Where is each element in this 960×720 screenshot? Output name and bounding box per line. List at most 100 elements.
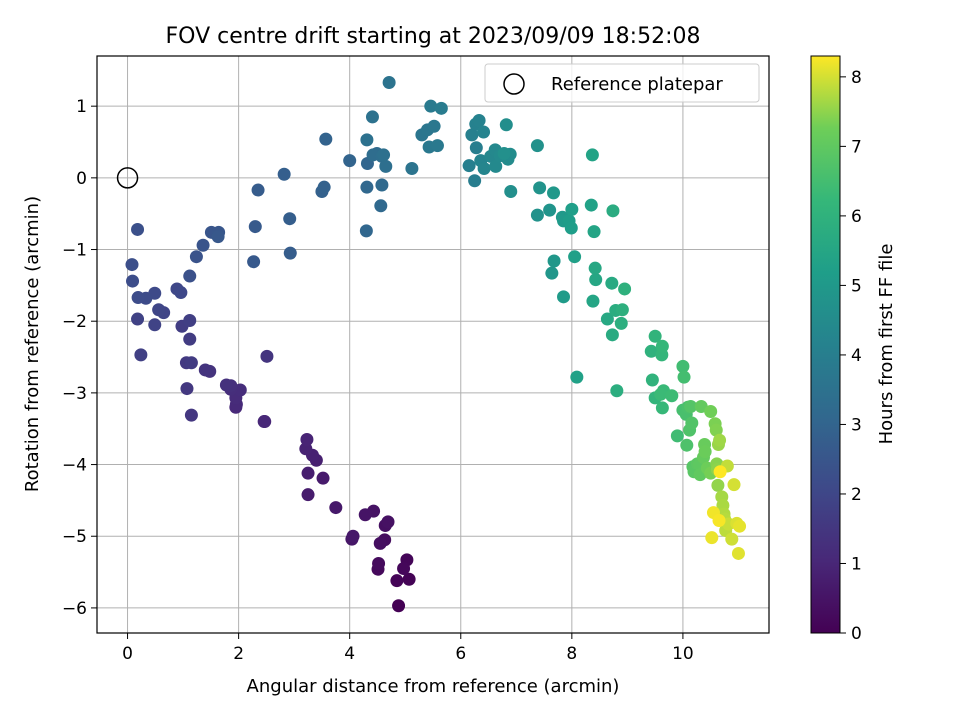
- data-point: [260, 349, 274, 363]
- data-point: [131, 312, 145, 326]
- data-point: [713, 465, 727, 479]
- colorbar-tick-label: 2: [851, 485, 862, 505]
- data-point: [360, 133, 374, 147]
- data-point: [648, 329, 662, 343]
- y-tick-label: −5: [62, 527, 87, 547]
- x-tick-label: 0: [122, 644, 133, 664]
- colorbar-tick-label: 8: [851, 68, 862, 88]
- data-point: [644, 344, 658, 358]
- data-point: [148, 318, 162, 332]
- data-point: [713, 433, 727, 447]
- data-point: [189, 250, 203, 264]
- data-point: [615, 303, 629, 317]
- y-axis-label: Rotation from reference (arcmin): [22, 196, 43, 492]
- legend: Reference platepar: [484, 63, 760, 103]
- x-tick-label: 8: [566, 644, 577, 664]
- data-point: [568, 250, 582, 264]
- data-point: [676, 359, 690, 373]
- y-tick-label: 1: [76, 97, 87, 117]
- data-point: [430, 139, 444, 153]
- data-point: [359, 224, 373, 238]
- x-ticks: 0 2 4 6 8 10: [122, 633, 694, 664]
- data-point: [533, 181, 547, 195]
- data-point: [346, 529, 360, 543]
- data-point: [587, 225, 601, 239]
- data-point: [374, 199, 388, 213]
- colorbar-label: Hours from first FF file: [876, 244, 897, 445]
- data-point: [424, 99, 438, 113]
- data-point: [712, 513, 726, 527]
- data-point: [586, 294, 600, 308]
- data-point: [618, 282, 632, 296]
- data-point: [360, 180, 374, 194]
- data-point: [585, 148, 599, 162]
- data-point: [183, 269, 197, 283]
- data-point: [134, 348, 148, 362]
- data-point: [600, 312, 614, 326]
- data-point: [545, 266, 559, 280]
- data-point: [316, 471, 330, 485]
- data-point: [152, 303, 166, 317]
- data-point: [125, 258, 139, 272]
- data-point: [606, 204, 620, 218]
- data-point: [645, 373, 659, 387]
- data-point: [731, 546, 745, 560]
- x-axis-label: Angular distance from reference (arcmin): [247, 676, 620, 697]
- y-tick-label: −4: [62, 456, 87, 476]
- data-point: [670, 429, 684, 443]
- data-point: [198, 363, 212, 377]
- data-point: [680, 438, 694, 452]
- data-point: [131, 222, 145, 236]
- data-point: [283, 246, 297, 260]
- data-point: [184, 408, 198, 422]
- data-point: [251, 183, 265, 197]
- x-tick-label: 4: [344, 644, 355, 664]
- data-point: [283, 212, 297, 226]
- data-point: [564, 221, 578, 235]
- data-point: [654, 387, 668, 401]
- data-point: [610, 384, 624, 398]
- data-point: [465, 128, 479, 142]
- data-point: [372, 556, 386, 570]
- data-point: [497, 146, 511, 160]
- x-tick-label: 2: [233, 644, 244, 664]
- data-point: [329, 501, 343, 515]
- data-point: [373, 536, 387, 550]
- data-point: [319, 132, 333, 146]
- data-point: [605, 276, 619, 290]
- data-point: [704, 405, 718, 419]
- data-point: [257, 415, 271, 429]
- data-point: [301, 488, 315, 502]
- data-point: [725, 532, 739, 546]
- data-point: [469, 141, 483, 155]
- data-point: [685, 416, 699, 430]
- data-point: [588, 261, 602, 275]
- data-point: [379, 159, 393, 173]
- data-point: [180, 382, 194, 396]
- data-point: [301, 466, 315, 480]
- y-ticks: −6 −5 −4 −3 −2 −1 0 1: [62, 97, 97, 619]
- data-point: [477, 162, 491, 176]
- data-point: [390, 574, 404, 588]
- data-point: [382, 76, 396, 90]
- x-tick-label: 10: [672, 644, 694, 664]
- data-point: [405, 162, 419, 176]
- data-point: [317, 180, 331, 194]
- y-tick-label: −6: [62, 599, 87, 619]
- data-point: [434, 101, 448, 115]
- colorbar-ticks: 0 1 2 3 4 5 6 7 8: [840, 68, 862, 644]
- colorbar-gradient: [810, 55, 841, 634]
- data-point: [684, 400, 698, 414]
- data-point: [183, 313, 197, 327]
- data-point: [131, 291, 145, 305]
- data-point: [557, 290, 571, 304]
- data-point: [499, 118, 513, 132]
- data-point: [677, 370, 691, 384]
- data-point: [392, 599, 406, 613]
- data-point: [397, 561, 411, 575]
- y-tick-label: −1: [62, 241, 87, 261]
- data-point: [377, 148, 391, 162]
- data-point: [300, 432, 314, 446]
- data-point: [211, 230, 225, 244]
